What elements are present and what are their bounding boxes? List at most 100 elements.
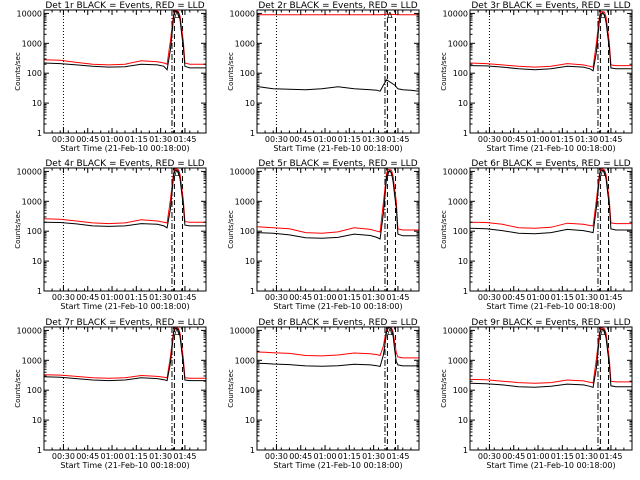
events-series-line	[43, 169, 206, 229]
y-tick-label: 100	[240, 386, 255, 395]
x-axis-label: Start Time (21-Feb-10 00:18:00)	[273, 144, 402, 153]
y-axis-label: Counts/sec	[14, 210, 22, 249]
y-tick-label: 1	[37, 129, 42, 138]
x-tick-label: 01:45	[599, 452, 622, 461]
y-tick-label: 100	[27, 69, 42, 78]
y-tick-label: 1	[250, 287, 255, 296]
events-series-line	[469, 328, 632, 388]
y-tick-label: 10000	[230, 9, 255, 18]
y-tick-label: 10	[245, 99, 255, 108]
x-tick-label: 01:15	[551, 293, 574, 302]
events-series-line	[43, 328, 206, 382]
events-series-line	[256, 327, 419, 368]
y-axis-label: Counts/sec	[440, 369, 448, 408]
x-tick-label: 01:00	[314, 293, 337, 302]
y-tick-label: 1000	[448, 356, 468, 365]
x-tick-label: 01:30	[575, 135, 598, 144]
x-tick-label: 01:30	[149, 293, 172, 302]
lld-series-line	[43, 10, 206, 66]
x-tick-label: 01:45	[173, 293, 196, 302]
y-tick-label: 10000	[230, 326, 255, 335]
x-tick-label: 01:45	[386, 293, 409, 302]
x-axis-label: Start Time (21-Feb-10 00:18:00)	[273, 302, 402, 311]
y-tick-label: 10	[245, 257, 255, 266]
x-axis-label: Start Time (21-Feb-10 00:18:00)	[486, 144, 615, 153]
y-tick-label: 100	[453, 69, 468, 78]
lld-series-line	[256, 327, 419, 359]
panel-title: Det 5r BLACK = Events, RED = LLD	[258, 159, 417, 169]
x-axis-label: Start Time (21-Feb-10 00:18:00)	[273, 461, 402, 470]
y-tick-label: 100	[453, 227, 468, 236]
y-tick-label: 1000	[448, 39, 468, 48]
x-tick-label: 01:00	[527, 293, 550, 302]
panel-title: Det 1r BLACK = Events, RED = LLD	[45, 1, 204, 11]
y-tick-label: 10	[458, 257, 468, 266]
x-tick-label: 00:45	[289, 452, 312, 461]
y-tick-label: 100	[240, 227, 255, 236]
x-tick-label: 00:30	[478, 135, 501, 144]
y-tick-label: 10000	[443, 326, 468, 335]
x-tick-label: 01:45	[386, 452, 409, 461]
y-axis-label: Counts/sec	[14, 369, 22, 408]
panel-title: Det 2r BLACK = Events, RED = LLD	[258, 1, 417, 11]
y-tick-label: 1	[463, 287, 468, 296]
x-tick-label: 01:15	[125, 452, 148, 461]
lld-series-line	[469, 327, 632, 384]
x-axis-label: Start Time (21-Feb-10 00:18:00)	[486, 302, 615, 311]
x-tick-label: 01:15	[125, 135, 148, 144]
events-series-line	[469, 12, 632, 72]
y-tick-label: 1	[463, 129, 468, 138]
y-tick-label: 1000	[22, 39, 42, 48]
x-tick-label: 01:30	[149, 135, 172, 144]
x-tick-label: 00:45	[289, 135, 312, 144]
y-tick-label: 10000	[443, 9, 468, 18]
x-tick-label: 01:30	[575, 452, 598, 461]
x-tick-label: 00:45	[502, 293, 525, 302]
y-tick-label: 1	[463, 446, 468, 455]
lld-series-line	[43, 327, 206, 379]
x-tick-label: 01:00	[101, 293, 124, 302]
y-tick-label: 10000	[443, 167, 468, 176]
x-tick-label: 01:00	[314, 452, 337, 461]
x-tick-label: 01:15	[338, 135, 361, 144]
lld-series-line	[469, 11, 632, 68]
y-tick-label: 10	[32, 257, 42, 266]
peak-marker: Δ	[600, 328, 606, 337]
y-tick-label: 10	[32, 416, 42, 425]
peak-marker: Δ	[600, 169, 606, 178]
x-axis-label: Start Time (21-Feb-10 00:18:00)	[486, 461, 615, 470]
y-axis-label: Counts/sec	[227, 52, 235, 91]
x-axis-label: Start Time (21-Feb-10 00:18:00)	[60, 302, 189, 311]
panel-title: Det 8r BLACK = Events, RED = LLD	[258, 318, 417, 328]
y-tick-label: 1000	[22, 197, 42, 206]
x-tick-label: 00:30	[478, 452, 501, 461]
peak-marker: Δ	[387, 328, 393, 337]
plot-frame	[256, 9, 420, 134]
x-tick-label: 01:45	[173, 452, 196, 461]
y-axis-label: Counts/sec	[14, 52, 22, 91]
y-tick-label: 100	[453, 386, 468, 395]
x-tick-label: 01:30	[575, 293, 598, 302]
y-tick-label: 10	[458, 99, 468, 108]
y-tick-label: 10	[245, 416, 255, 425]
y-axis-label: Counts/sec	[227, 210, 235, 249]
y-tick-label: 1000	[235, 356, 255, 365]
x-tick-label: 01:15	[551, 135, 574, 144]
x-tick-label: 01:15	[125, 293, 148, 302]
y-tick-label: 1	[37, 287, 42, 296]
x-tick-label: 01:30	[362, 293, 385, 302]
x-tick-label: 01:30	[149, 452, 172, 461]
y-tick-label: 100	[27, 386, 42, 395]
y-tick-label: 1	[37, 446, 42, 455]
x-tick-label: 01:00	[101, 135, 124, 144]
y-tick-label: 10000	[17, 326, 42, 335]
y-tick-label: 1000	[448, 197, 468, 206]
x-tick-label: 01:15	[551, 452, 574, 461]
